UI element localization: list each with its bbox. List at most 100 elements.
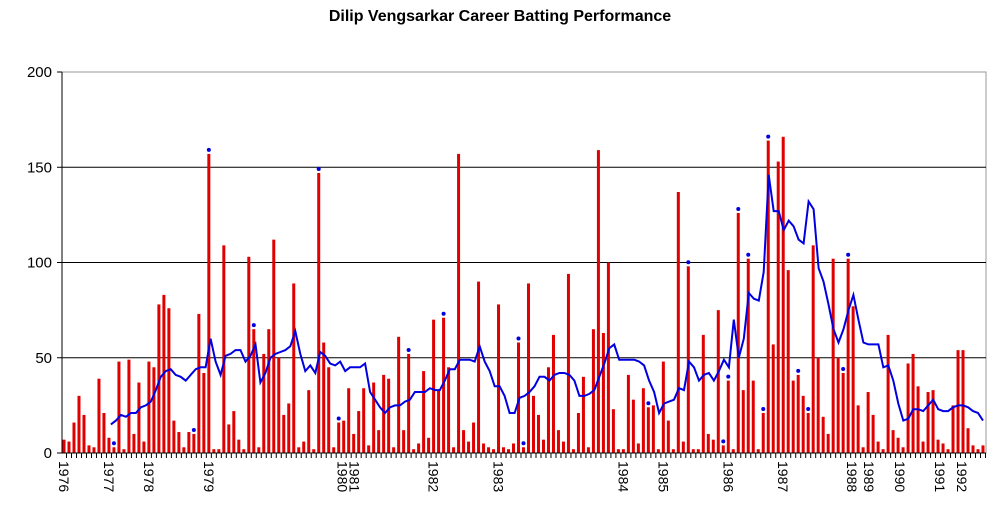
innings-bar	[247, 256, 251, 453]
innings-bar	[182, 447, 186, 453]
innings-bar	[801, 395, 805, 453]
innings-bar	[67, 441, 71, 453]
innings-bar	[262, 353, 266, 453]
not-out-dot	[206, 147, 211, 152]
innings-bar	[127, 359, 131, 453]
innings-bar	[756, 449, 760, 453]
innings-bar	[971, 445, 975, 453]
innings-bar	[477, 281, 481, 453]
innings-bar	[626, 374, 630, 453]
innings-bar	[736, 212, 740, 453]
innings-bar	[342, 420, 346, 453]
innings-bar	[417, 443, 421, 453]
not-out-dot	[841, 366, 846, 371]
innings-bar	[517, 342, 521, 453]
innings-bar	[352, 433, 356, 453]
innings-bar	[686, 266, 690, 453]
x-tick-label: 1978	[141, 461, 157, 492]
innings-bar	[981, 445, 985, 453]
innings-bar	[327, 367, 331, 453]
y-tick-label: 0	[44, 445, 52, 462]
x-tick-label: 1982	[426, 461, 442, 492]
innings-bar	[387, 378, 391, 453]
innings-bar	[571, 449, 575, 453]
not-out-dot	[846, 252, 851, 257]
innings-bar	[112, 447, 116, 453]
innings-bar	[846, 258, 850, 453]
innings-bar	[252, 329, 256, 453]
innings-bar	[731, 449, 735, 453]
x-tick-label: 1984	[615, 461, 631, 492]
innings-bar	[641, 388, 645, 453]
innings-bar	[746, 258, 750, 453]
y-tick-label: 100	[27, 255, 52, 272]
innings-bar	[806, 412, 810, 453]
x-tick-label: 1983	[491, 461, 507, 492]
innings-bar	[152, 367, 156, 453]
innings-bar	[691, 449, 695, 453]
innings-bar	[317, 172, 321, 453]
innings-bar	[716, 310, 720, 453]
innings-bar	[507, 449, 511, 453]
innings-bar	[427, 437, 431, 453]
innings-bar	[696, 449, 700, 453]
innings-bar	[92, 447, 96, 453]
innings-bar	[267, 329, 271, 453]
not-out-dot	[806, 406, 811, 411]
innings-bar	[522, 447, 525, 453]
x-tick-label: 1976	[56, 461, 72, 492]
innings-bar	[926, 392, 930, 453]
innings-bar	[676, 192, 680, 453]
not-out-dot	[736, 206, 741, 211]
innings-bar	[472, 422, 476, 453]
innings-bar	[741, 390, 745, 453]
innings-bar	[372, 382, 376, 453]
innings-bar	[467, 441, 471, 453]
innings-bar	[192, 433, 196, 453]
innings-bar	[906, 363, 910, 453]
innings-bar	[866, 392, 870, 453]
not-out-dot	[726, 374, 731, 379]
innings-bar	[916, 386, 920, 453]
not-out-dot	[686, 260, 691, 265]
innings-bar	[412, 449, 416, 453]
innings-bar	[442, 317, 446, 453]
innings-bar	[197, 313, 201, 453]
innings-bar	[257, 447, 261, 453]
innings-bar	[142, 441, 146, 453]
innings-bar	[457, 153, 461, 454]
innings-bar	[227, 424, 231, 453]
innings-bar	[287, 403, 291, 453]
innings-bar	[332, 447, 336, 453]
innings-bar	[237, 439, 241, 453]
innings-bar	[177, 432, 181, 453]
y-tick-label: 150	[27, 159, 52, 176]
innings-bar	[931, 390, 935, 453]
not-out-dot	[406, 347, 411, 352]
innings-bar	[62, 439, 66, 453]
innings-bar	[512, 443, 516, 453]
innings-bar	[576, 412, 580, 453]
innings-bar	[462, 430, 466, 453]
not-out-dot	[251, 323, 256, 328]
innings-bar	[901, 447, 905, 453]
innings-bar	[242, 449, 246, 453]
innings-bar	[876, 441, 880, 453]
innings-bar	[671, 449, 675, 453]
innings-bar	[636, 443, 640, 453]
innings-bar	[896, 437, 900, 453]
innings-bar	[681, 441, 685, 453]
x-tick-label: 1986	[720, 461, 736, 492]
innings-bar	[941, 443, 945, 453]
not-out-dot	[766, 134, 771, 139]
innings-bar	[566, 273, 570, 453]
innings-bar	[117, 361, 121, 453]
innings-bar	[397, 336, 401, 453]
innings-bar	[452, 447, 456, 453]
innings-bar	[556, 430, 560, 453]
innings-bar	[761, 412, 765, 453]
innings-bar	[816, 357, 820, 453]
innings-bar	[172, 420, 176, 453]
